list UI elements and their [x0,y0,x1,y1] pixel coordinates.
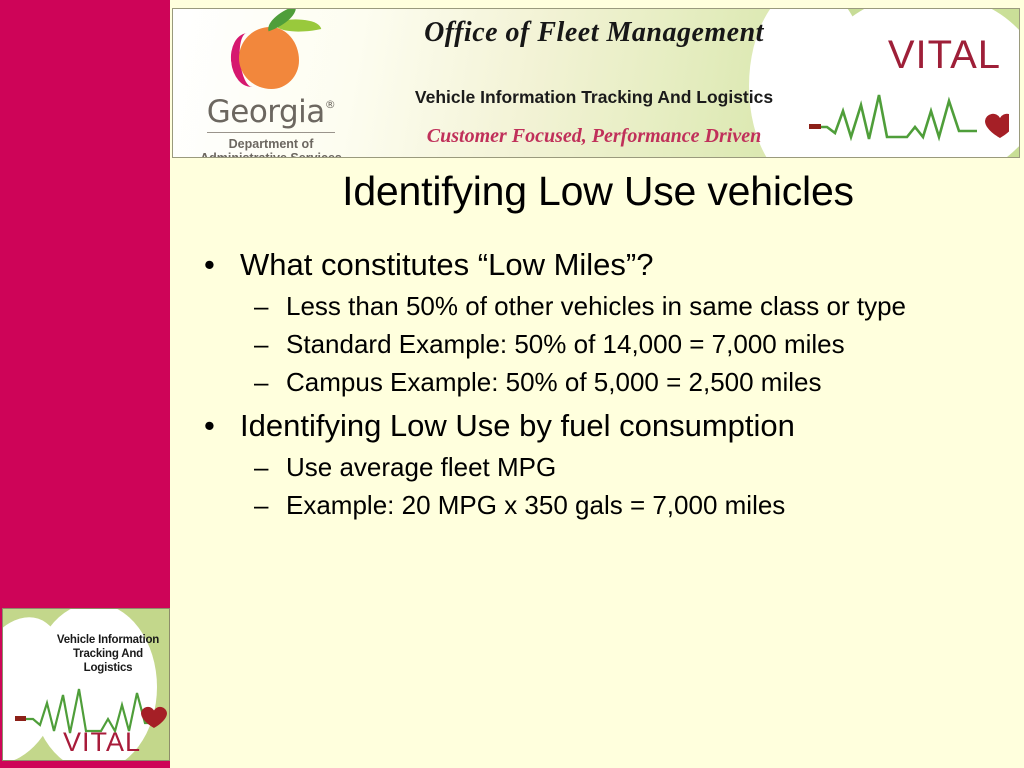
bullet-level2: – Campus Example: 50% of 5,000 = 2,500 m… [196,367,1016,398]
corner-caption-line-2: Tracking And Logistics [72,648,144,674]
bullet-marker-icon: • [204,247,215,282]
dash-marker-icon: – [254,329,269,359]
georgia-doas-logo: Georgia® Department of Administrative Se… [191,9,351,158]
bullet-level2-text: Campus Example: 50% of 5,000 = 2,500 mil… [286,367,822,397]
dash-marker-icon: – [254,452,269,482]
corner-ekg-svg [15,688,167,734]
bullet-level1: • What constitutes “Low Miles”? [196,246,1016,284]
bullet-level2: – Standard Example: 50% of 14,000 = 7,00… [196,329,1016,360]
dash-marker-icon: – [254,367,269,397]
bullet-level2: – Example: 20 MPG x 350 gals = 7,000 mil… [196,490,1016,521]
header-ekg-heartbeat-icon [809,87,1015,152]
bullet-level1-text: Identifying Low Use by fuel consumption [240,408,795,443]
department-line-2: Administrative Services [200,151,342,158]
bullet-level2: – Less than 50% of other vehicles in sam… [196,291,1016,322]
bullet-level2-text: Use average fleet MPG [286,452,557,482]
corner-vital-logo: Vehicle Information Tracking And Logisti… [2,608,170,761]
georgia-wordmark: Georgia® [191,89,351,128]
registered-mark: ® [324,98,336,111]
bullet-level2-text: Less than 50% of other vehicles in same … [286,291,906,321]
corner-ekg-heartbeat-icon [9,683,167,748]
georgia-peach-icon [191,9,351,89]
bullet-level2-text: Standard Example: 50% of 14,000 = 7,000 … [286,329,845,359]
peach-body-shape [239,27,299,89]
dash-marker-icon: – [254,490,269,520]
corner-caption-line-1: Vehicle Information [56,634,160,646]
header-subtitle: Vehicle Information Tracking And Logisti… [414,87,774,107]
dash-marker-icon: – [254,291,269,321]
bullet-marker-icon: • [204,408,215,443]
corner-logo-caption: Vehicle Information Tracking And Logisti… [49,633,167,675]
bullet-level2: – Use average fleet MPG [196,452,1016,483]
header-white-ellipse-shape [813,9,1019,157]
slide-body-content: • What constitutes “Low Miles”? – Less t… [196,246,1016,521]
corner-vital-wordmark: VITAL [62,727,142,757]
corner-heart-icon [141,706,167,728]
header-office-title: Office of Fleet Management [424,17,764,48]
ekg-svg [809,94,1015,142]
logo-divider-rule [207,132,335,133]
slide-header-banner: Georgia® Department of Administrative Se… [172,8,1020,158]
bullet-level1: • Identifying Low Use by fuel consumptio… [196,407,1016,445]
header-tagline: Customer Focused, Performance Driven [426,125,762,147]
slide-title: Identifying Low Use vehicles [342,168,854,214]
group-spacer [196,398,1016,407]
bullet-level2-text: Example: 20 MPG x 350 gals = 7,000 miles [286,490,786,520]
header-vital-wordmark: VITAL [887,33,1001,77]
heart-icon [985,113,1015,138]
department-line-1: Department of [228,137,314,151]
bullet-level1-text: What constitutes “Low Miles”? [240,247,654,282]
georgia-state-name: Georgia [206,94,326,130]
